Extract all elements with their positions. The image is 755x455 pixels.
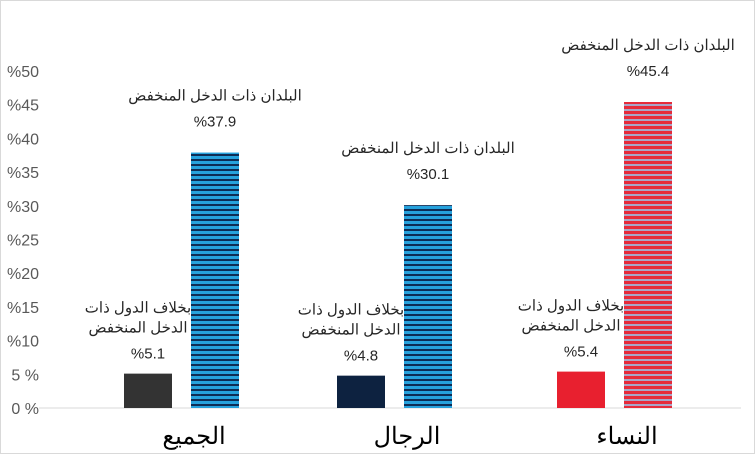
x-category-label: النساء (596, 423, 657, 450)
data-label-series-name: البلدان ذات الدخل المنخفض (561, 37, 735, 54)
x-category-label: الرجال (374, 423, 441, 450)
y-tick-label: %45 (7, 98, 39, 115)
bar-low-income-1 (404, 205, 452, 408)
y-tick-label: %35 (7, 165, 39, 182)
data-label-series-name: الدخل المنخفض (522, 318, 621, 335)
y-tick-label: %10 (7, 334, 39, 351)
y-tick-label: 0 % (11, 401, 39, 418)
data-label-series-name: بخلاف الدول ذات (85, 300, 191, 317)
data-label-series-name: بخلاف الدول ذات (518, 298, 624, 315)
data-label-series-name: الدخل المنخفض (302, 322, 401, 339)
data-label-value: %5.1 (131, 346, 165, 363)
bar-non-low-income-1 (337, 375, 385, 408)
data-label-value: %30.1 (407, 166, 450, 183)
data-label-value: %45.4 (627, 63, 670, 80)
y-tick-label: %20 (7, 266, 39, 283)
data-label-value: %5.4 (564, 344, 598, 361)
x-category-label: الجميع (162, 423, 225, 450)
bar-low-income-0 (191, 152, 239, 408)
y-tick-label: %30 (7, 199, 39, 216)
data-label-series-name: البلدان ذات الدخل المنخفض (341, 140, 515, 157)
data-label-value: %37.9 (194, 114, 237, 131)
data-label-series-name: البلدان ذات الدخل المنخفض (128, 88, 302, 105)
y-tick-label: 5 % (11, 367, 39, 384)
data-label-value: %4.8 (344, 348, 378, 365)
data-label-series-name: الدخل المنخفض (89, 320, 188, 337)
y-axis: 0 % 5 % %10 %15 %20 %25 %30 %35 %40 %45 %50 (7, 64, 39, 418)
y-tick-label: %25 (7, 233, 39, 250)
data-label-series-name: بخلاف الدول ذات (298, 302, 404, 319)
bar-non-low-income-0 (124, 373, 172, 408)
bars-group: %5.1 بخلاف الدول ذات الدخل المنخفض %37.9 الب… (85, 37, 735, 450)
bar-non-low-income-2 (557, 371, 605, 408)
y-tick-label: %50 (7, 64, 39, 81)
y-tick-label: %40 (7, 131, 39, 148)
y-tick-label: %15 (7, 300, 39, 317)
bar-low-income-2 (624, 102, 672, 408)
